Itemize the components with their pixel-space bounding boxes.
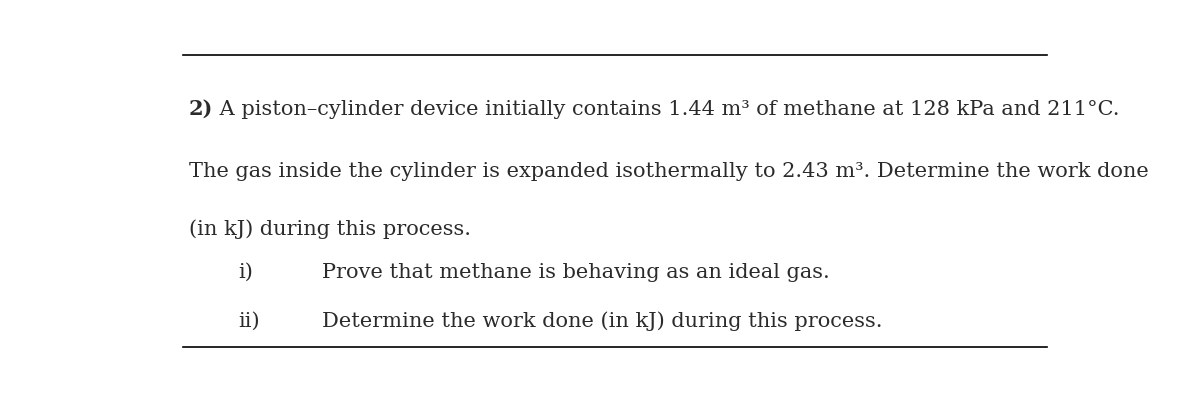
- Text: i): i): [239, 263, 253, 282]
- Text: Prove that methane is behaving as an ideal gas.: Prove that methane is behaving as an ide…: [322, 263, 830, 282]
- Text: (in kJ) during this process.: (in kJ) during this process.: [190, 219, 472, 239]
- Text: ii): ii): [239, 312, 260, 331]
- Text: 2): 2): [190, 99, 214, 119]
- Text: The gas inside the cylinder is expanded isothermally to 2.43 m³. Determine the w: The gas inside the cylinder is expanded …: [190, 162, 1148, 181]
- Text: A piston–cylinder device initially contains 1.44 m³ of methane at 128 kPa and 21: A piston–cylinder device initially conta…: [214, 100, 1120, 119]
- Text: Determine the work done (in kJ) during this process.: Determine the work done (in kJ) during t…: [322, 311, 882, 331]
